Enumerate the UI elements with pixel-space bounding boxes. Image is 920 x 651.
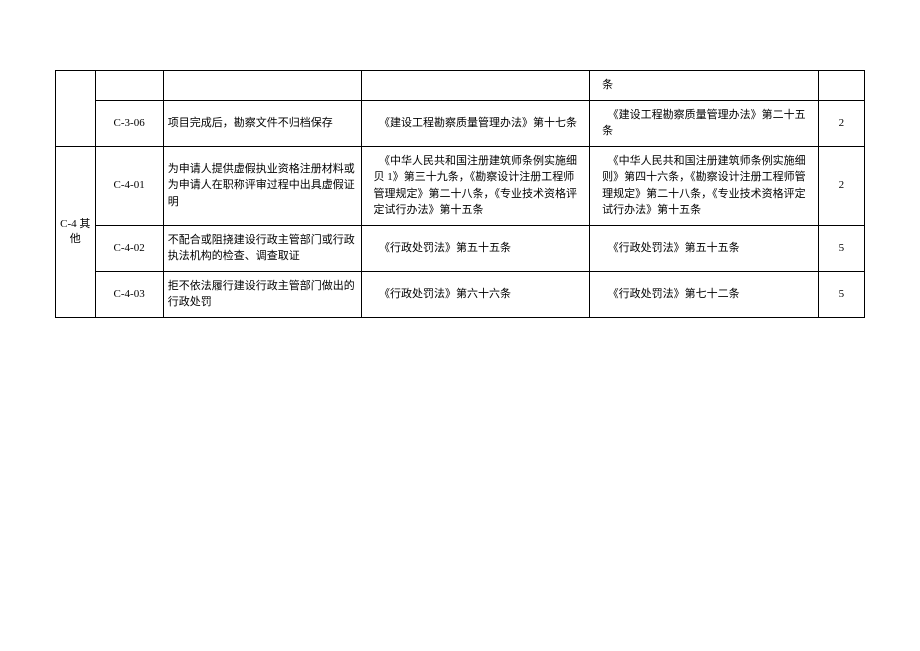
number-cell: 5 bbox=[818, 271, 864, 317]
number-cell: 2 bbox=[818, 146, 864, 225]
category-cell: C-4 其他 bbox=[56, 146, 96, 317]
table-row: C-3-06 项目完成后，勘察文件不归档保存 《建设工程勘察质量管理办法》第十七… bbox=[56, 100, 865, 146]
reference2-cell: 《建设工程勘察质量管理办法》第二十五条 bbox=[590, 100, 819, 146]
table-row: C-4-03 拒不依法履行建设行政主管部门做出的行政处罚 《行政处罚法》第六十六… bbox=[56, 271, 865, 317]
reference2-cell: 《中华人民共和国注册建筑师条例实施细则》第四十六条，《勘察设计注册工程师管理规定… bbox=[590, 146, 819, 225]
number-cell: 5 bbox=[818, 225, 864, 271]
description-cell: 拒不依法履行建设行政主管部门做出的行政处罚 bbox=[163, 271, 361, 317]
code-cell bbox=[95, 71, 163, 101]
table-row: 条 bbox=[56, 71, 865, 101]
table-row: C-4-02 不配合或阻挠建设行政主管部门或行政执法机构的检查、调查取证 《行政… bbox=[56, 225, 865, 271]
code-cell: C-4-01 bbox=[95, 146, 163, 225]
code-cell: C-3-06 bbox=[95, 100, 163, 146]
category-cell bbox=[56, 71, 96, 147]
number-cell bbox=[818, 71, 864, 101]
reference2-cell: 《行政处罚法》第七十二条 bbox=[590, 271, 819, 317]
reference2-cell: 《行政处罚法》第五十五条 bbox=[590, 225, 819, 271]
number-cell: 2 bbox=[818, 100, 864, 146]
description-cell: 为申请人提供虚假执业资格注册材料或为申请人在职称评审过程中出具虚假证明 bbox=[163, 146, 361, 225]
code-cell: C-4-03 bbox=[95, 271, 163, 317]
description-cell: 项目完成后，勘察文件不归档保存 bbox=[163, 100, 361, 146]
code-cell: C-4-02 bbox=[95, 225, 163, 271]
reference1-cell: 《中华人民共和国注册建筑师条例实施细贝 1》第三十九条，《勘察设计注册工程师管理… bbox=[361, 146, 590, 225]
regulation-table: 条 C-3-06 项目完成后，勘察文件不归档保存 《建设工程勘察质量管理办法》第… bbox=[55, 70, 865, 318]
description-cell: 不配合或阻挠建设行政主管部门或行政执法机构的检查、调查取证 bbox=[163, 225, 361, 271]
table-row: C-4 其他 C-4-01 为申请人提供虚假执业资格注册材料或为申请人在职称评审… bbox=[56, 146, 865, 225]
description-cell bbox=[163, 71, 361, 101]
reference2-cell: 条 bbox=[590, 71, 819, 101]
reference1-cell: 《行政处罚法》第五十五条 bbox=[361, 225, 590, 271]
reference1-cell: 《行政处罚法》第六十六条 bbox=[361, 271, 590, 317]
reference1-cell: 《建设工程勘察质量管理办法》第十七条 bbox=[361, 100, 590, 146]
reference1-cell bbox=[361, 71, 590, 101]
